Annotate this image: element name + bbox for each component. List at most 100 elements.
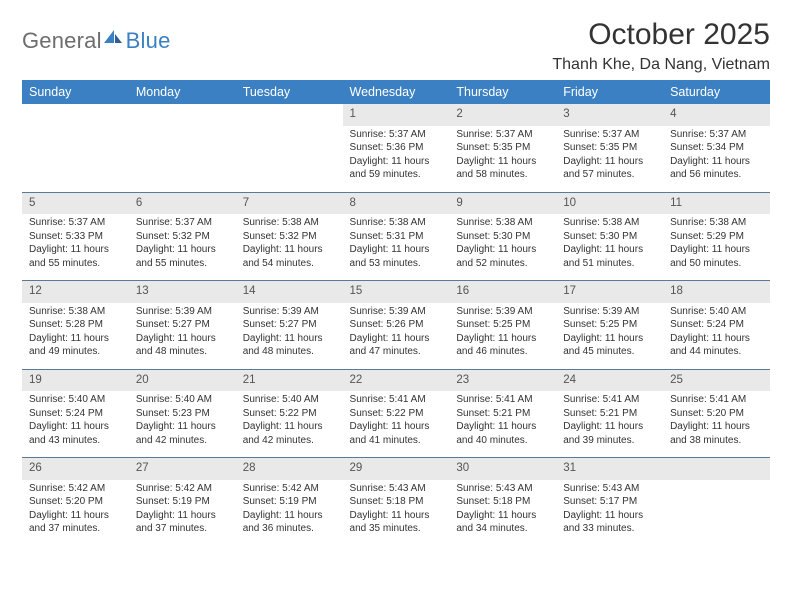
daylight-text: Daylight: 11 hours and 39 minutes. <box>563 420 656 447</box>
daylight-text: Daylight: 11 hours and 35 minutes. <box>350 509 443 536</box>
sunrise-text: Sunrise: 5:43 AM <box>456 482 549 496</box>
sunset-text: Sunset: 5:33 PM <box>29 230 122 244</box>
day-number-cell: 14 <box>236 281 343 303</box>
day-info-cell: Sunrise: 5:39 AMSunset: 5:27 PMDaylight:… <box>236 303 343 370</box>
sunrise-text: Sunrise: 5:40 AM <box>670 305 763 319</box>
day-info-cell: Sunrise: 5:37 AMSunset: 5:36 PMDaylight:… <box>343 126 450 193</box>
sunset-text: Sunset: 5:19 PM <box>243 495 336 509</box>
day-info-cell: Sunrise: 5:41 AMSunset: 5:22 PMDaylight:… <box>343 391 450 458</box>
day-info-cell: Sunrise: 5:37 AMSunset: 5:33 PMDaylight:… <box>22 214 129 281</box>
day-info-cell <box>22 126 129 193</box>
sunset-text: Sunset: 5:20 PM <box>670 407 763 421</box>
col-sunday: Sunday <box>22 80 129 104</box>
sunset-text: Sunset: 5:22 PM <box>243 407 336 421</box>
daylight-text: Daylight: 11 hours and 33 minutes. <box>563 509 656 536</box>
day-number-cell <box>129 104 236 126</box>
sunrise-text: Sunrise: 5:39 AM <box>563 305 656 319</box>
col-wednesday: Wednesday <box>343 80 450 104</box>
sunset-text: Sunset: 5:30 PM <box>563 230 656 244</box>
day-info-cell: Sunrise: 5:37 AMSunset: 5:32 PMDaylight:… <box>129 214 236 281</box>
daylight-text: Daylight: 11 hours and 55 minutes. <box>136 243 229 270</box>
day-number-cell: 30 <box>449 458 556 480</box>
sunset-text: Sunset: 5:18 PM <box>456 495 549 509</box>
day-info-cell: Sunrise: 5:41 AMSunset: 5:20 PMDaylight:… <box>663 391 770 458</box>
day-number-cell: 11 <box>663 192 770 214</box>
week-0-info-row: Sunrise: 5:37 AMSunset: 5:36 PMDaylight:… <box>22 126 770 193</box>
sunset-text: Sunset: 5:28 PM <box>29 318 122 332</box>
sunrise-text: Sunrise: 5:38 AM <box>350 216 443 230</box>
daylight-text: Daylight: 11 hours and 45 minutes. <box>563 332 656 359</box>
logo-text-blue: Blue <box>126 28 171 54</box>
col-saturday: Saturday <box>663 80 770 104</box>
week-2-info-row: Sunrise: 5:38 AMSunset: 5:28 PMDaylight:… <box>22 303 770 370</box>
sunrise-text: Sunrise: 5:37 AM <box>670 128 763 142</box>
daylight-text: Daylight: 11 hours and 59 minutes. <box>350 155 443 182</box>
day-info-cell <box>236 126 343 193</box>
daylight-text: Daylight: 11 hours and 56 minutes. <box>670 155 763 182</box>
day-info-cell: Sunrise: 5:38 AMSunset: 5:28 PMDaylight:… <box>22 303 129 370</box>
sunset-text: Sunset: 5:35 PM <box>563 141 656 155</box>
sunset-text: Sunset: 5:25 PM <box>563 318 656 332</box>
sunset-text: Sunset: 5:17 PM <box>563 495 656 509</box>
sunrise-text: Sunrise: 5:41 AM <box>670 393 763 407</box>
daylight-text: Daylight: 11 hours and 40 minutes. <box>456 420 549 447</box>
day-info-cell: Sunrise: 5:38 AMSunset: 5:29 PMDaylight:… <box>663 214 770 281</box>
day-number-cell: 3 <box>556 104 663 126</box>
daylight-text: Daylight: 11 hours and 34 minutes. <box>456 509 549 536</box>
sunset-text: Sunset: 5:21 PM <box>456 407 549 421</box>
sunset-text: Sunset: 5:35 PM <box>456 141 549 155</box>
day-info-cell: Sunrise: 5:40 AMSunset: 5:22 PMDaylight:… <box>236 391 343 458</box>
daylight-text: Daylight: 11 hours and 48 minutes. <box>136 332 229 359</box>
calendar-table: Sunday Monday Tuesday Wednesday Thursday… <box>22 80 770 546</box>
day-number-cell: 20 <box>129 369 236 391</box>
sunset-text: Sunset: 5:19 PM <box>136 495 229 509</box>
calendar-body: 12 34 Sunrise: 5:37 AMSunset: 5:36 PMDayli… <box>22 104 770 546</box>
day-number-cell: 27 <box>129 458 236 480</box>
day-info-cell: Sunrise: 5:43 AMSunset: 5:18 PMDaylight:… <box>449 480 556 546</box>
daylight-text: Daylight: 11 hours and 48 minutes. <box>243 332 336 359</box>
sunset-text: Sunset: 5:18 PM <box>350 495 443 509</box>
week-3-info-row: Sunrise: 5:40 AMSunset: 5:24 PMDaylight:… <box>22 391 770 458</box>
day-number-cell <box>236 104 343 126</box>
daylight-text: Daylight: 11 hours and 49 minutes. <box>29 332 122 359</box>
week-4-info-row: Sunrise: 5:42 AMSunset: 5:20 PMDaylight:… <box>22 480 770 546</box>
daylight-text: Daylight: 11 hours and 42 minutes. <box>136 420 229 447</box>
week-2-daynum-row: 12131415161718 <box>22 281 770 303</box>
day-number-cell: 31 <box>556 458 663 480</box>
logo-sail-icon <box>102 28 124 46</box>
daylight-text: Daylight: 11 hours and 51 minutes. <box>563 243 656 270</box>
day-info-cell: Sunrise: 5:43 AMSunset: 5:17 PMDaylight:… <box>556 480 663 546</box>
day-number-cell: 26 <box>22 458 129 480</box>
sunset-text: Sunset: 5:32 PM <box>243 230 336 244</box>
day-info-cell: Sunrise: 5:42 AMSunset: 5:19 PMDaylight:… <box>129 480 236 546</box>
sunset-text: Sunset: 5:32 PM <box>136 230 229 244</box>
day-info-cell: Sunrise: 5:37 AMSunset: 5:35 PMDaylight:… <box>449 126 556 193</box>
day-number-cell: 17 <box>556 281 663 303</box>
sunrise-text: Sunrise: 5:37 AM <box>456 128 549 142</box>
day-info-cell: Sunrise: 5:41 AMSunset: 5:21 PMDaylight:… <box>556 391 663 458</box>
daylight-text: Daylight: 11 hours and 37 minutes. <box>29 509 122 536</box>
day-number-cell: 13 <box>129 281 236 303</box>
col-thursday: Thursday <box>449 80 556 104</box>
sunset-text: Sunset: 5:23 PM <box>136 407 229 421</box>
calendar-header-row: Sunday Monday Tuesday Wednesday Thursday… <box>22 80 770 104</box>
daylight-text: Daylight: 11 hours and 41 minutes. <box>350 420 443 447</box>
col-tuesday: Tuesday <box>236 80 343 104</box>
week-3-daynum-row: 19202122232425 <box>22 369 770 391</box>
day-number-cell: 18 <box>663 281 770 303</box>
day-info-cell: Sunrise: 5:39 AMSunset: 5:25 PMDaylight:… <box>556 303 663 370</box>
day-number-cell: 28 <box>236 458 343 480</box>
daylight-text: Daylight: 11 hours and 52 minutes. <box>456 243 549 270</box>
day-number-cell: 29 <box>343 458 450 480</box>
day-number-cell: 4 <box>663 104 770 126</box>
location-subtitle: Thanh Khe, Da Nang, Vietnam <box>552 56 770 74</box>
sunrise-text: Sunrise: 5:42 AM <box>136 482 229 496</box>
day-number-cell: 12 <box>22 281 129 303</box>
day-info-cell: Sunrise: 5:37 AMSunset: 5:34 PMDaylight:… <box>663 126 770 193</box>
day-info-cell: Sunrise: 5:43 AMSunset: 5:18 PMDaylight:… <box>343 480 450 546</box>
sunset-text: Sunset: 5:30 PM <box>456 230 549 244</box>
day-number-cell: 2 <box>449 104 556 126</box>
day-number-cell: 15 <box>343 281 450 303</box>
day-number-cell: 19 <box>22 369 129 391</box>
day-number-cell: 22 <box>343 369 450 391</box>
